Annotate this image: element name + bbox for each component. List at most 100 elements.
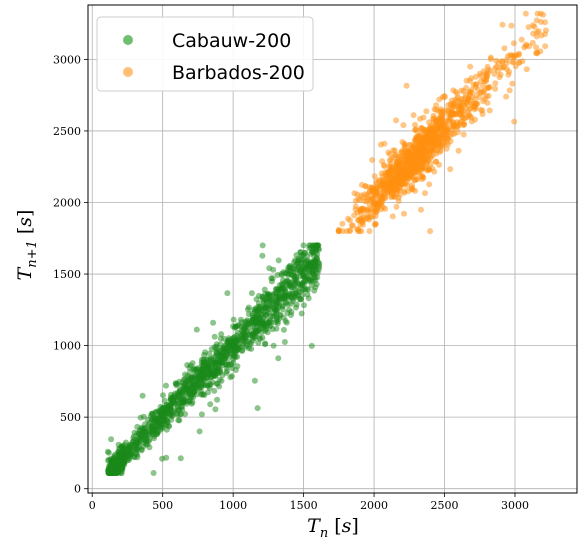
- data-point: [139, 392, 146, 399]
- data-point: [214, 396, 221, 403]
- data-point: [436, 139, 443, 146]
- data-point: [289, 272, 295, 279]
- data-point: [265, 291, 272, 298]
- data-point: [137, 414, 144, 421]
- data-point: [462, 98, 469, 105]
- data-point: [147, 413, 154, 420]
- data-point: [476, 94, 483, 101]
- data-point: [251, 377, 258, 384]
- data-point: [381, 140, 388, 147]
- data-point: [275, 355, 282, 362]
- data-point: [445, 135, 452, 142]
- data-point: [424, 129, 431, 136]
- data-point: [388, 194, 395, 201]
- data-point: [538, 18, 544, 25]
- data-point: [388, 156, 394, 163]
- data-point: [406, 142, 413, 148]
- data-point: [426, 181, 433, 188]
- data-point: [429, 152, 436, 159]
- data-point: [212, 406, 219, 413]
- legend-box: [96, 16, 314, 92]
- data-point: [119, 444, 126, 451]
- data-point: [438, 112, 445, 119]
- data-point: [117, 459, 124, 466]
- data-point: [281, 339, 288, 345]
- y-tick-label: 2500: [53, 125, 81, 138]
- data-point: [234, 363, 241, 370]
- data-point: [175, 403, 181, 410]
- data-point: [413, 150, 419, 157]
- data-point: [422, 190, 428, 197]
- data-point: [518, 36, 525, 43]
- data-point: [472, 73, 479, 80]
- data-point: [454, 91, 461, 97]
- data-point: [207, 401, 214, 408]
- data-point: [316, 260, 323, 266]
- data-point: [273, 308, 280, 315]
- data-point: [445, 127, 451, 134]
- data-point: [428, 141, 435, 148]
- y-tick-label: 500: [60, 411, 81, 424]
- data-point: [459, 113, 466, 120]
- data-point: [298, 310, 305, 317]
- data-point: [484, 63, 491, 70]
- data-point: [436, 161, 443, 168]
- data-point: [165, 403, 172, 410]
- data-point: [454, 119, 461, 126]
- data-point: [543, 27, 549, 34]
- data-point: [426, 119, 432, 126]
- data-point: [235, 346, 242, 353]
- data-point: [223, 361, 230, 368]
- data-point: [238, 327, 245, 334]
- data-point: [445, 115, 452, 122]
- data-point: [503, 93, 510, 100]
- data-point: [370, 203, 377, 210]
- data-point: [252, 329, 259, 336]
- data-point: [162, 422, 169, 429]
- data-point: [391, 166, 398, 173]
- data-point: [157, 403, 164, 410]
- data-point: [472, 83, 479, 90]
- data-point: [447, 166, 454, 173]
- data-point: [436, 96, 443, 103]
- data-point: [444, 141, 451, 148]
- data-point: [224, 368, 231, 375]
- data-point: [542, 43, 549, 50]
- data-point: [144, 441, 151, 448]
- data-point: [288, 309, 295, 315]
- data-point: [108, 436, 115, 443]
- data-point: [157, 414, 164, 421]
- data-point: [389, 213, 396, 220]
- data-point: [170, 409, 177, 416]
- data-point: [418, 206, 424, 213]
- data-point: [480, 68, 487, 75]
- data-point: [379, 158, 386, 165]
- data-point: [460, 131, 467, 138]
- data-point: [156, 408, 162, 415]
- data-point: [259, 242, 266, 249]
- data-point: [196, 428, 203, 435]
- data-point: [298, 257, 305, 263]
- data-point: [177, 411, 184, 418]
- data-point: [301, 302, 307, 309]
- data-point: [280, 314, 287, 321]
- data-point: [134, 423, 141, 430]
- data-point: [142, 429, 149, 436]
- data-point: [254, 405, 261, 412]
- data-point: [227, 374, 234, 381]
- data-point: [486, 107, 493, 114]
- data-point: [409, 182, 416, 189]
- data-point: [131, 429, 138, 436]
- data-point: [188, 393, 195, 400]
- x-tick-label: 500: [152, 499, 173, 512]
- data-point: [303, 258, 310, 265]
- data-point: [112, 468, 119, 475]
- data-point: [177, 455, 184, 462]
- data-point: [508, 22, 515, 29]
- data-point: [174, 381, 181, 388]
- data-point: [345, 215, 352, 222]
- axis-ticks: 0 500 1000 1500 2000 2500 3000 0 500 1000 1500 2000…: [53, 53, 529, 512]
- data-point: [516, 59, 523, 66]
- data-point: [467, 63, 474, 70]
- data-point: [311, 253, 318, 260]
